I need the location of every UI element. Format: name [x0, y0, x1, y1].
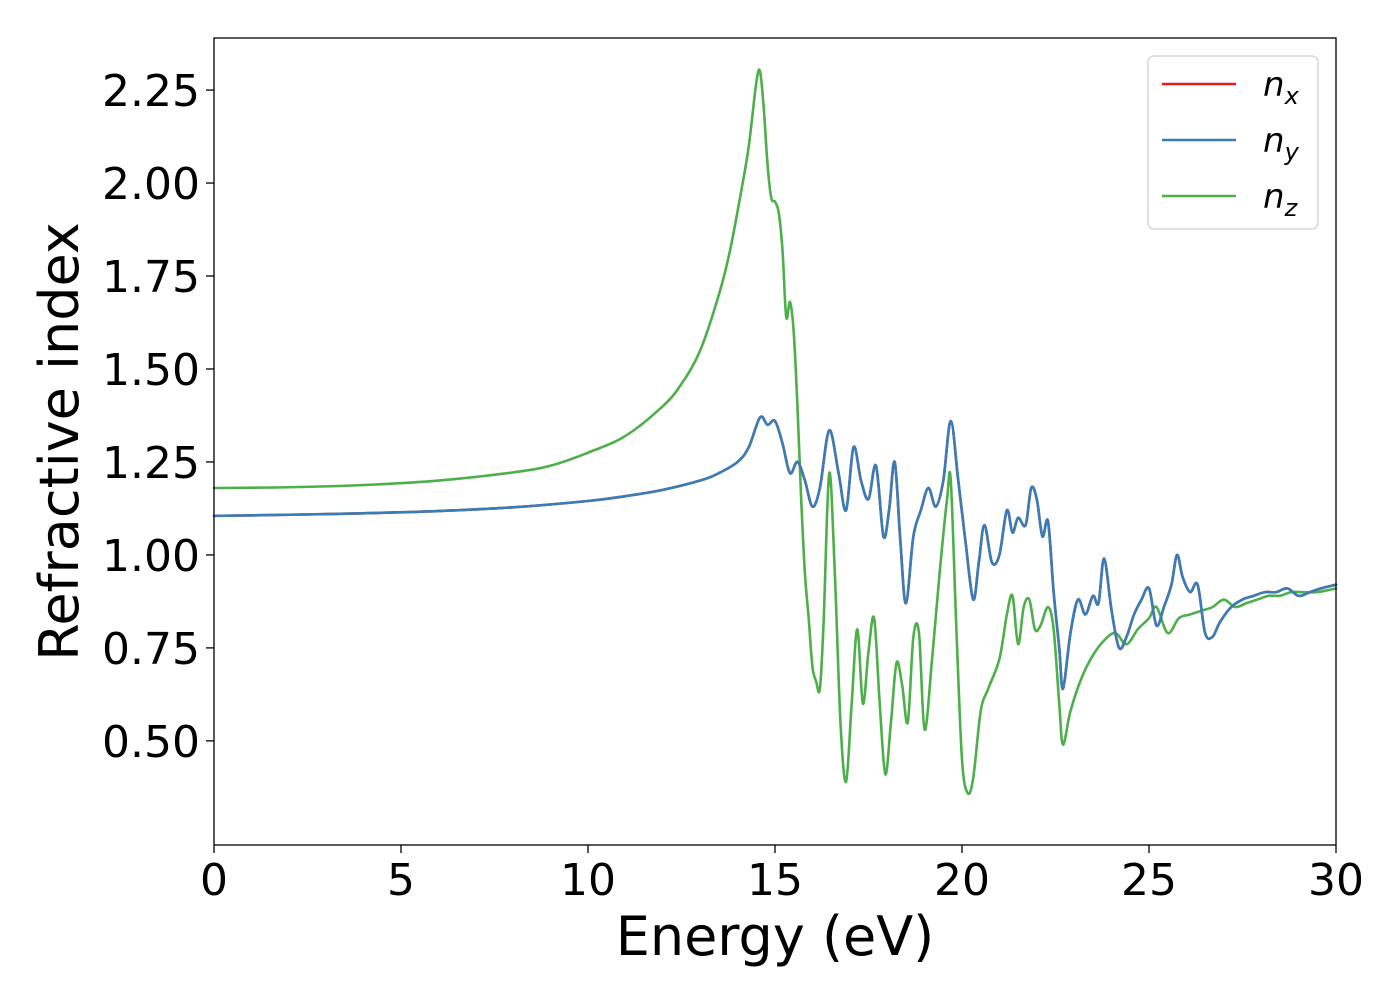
- y-tick-label: 2.00: [102, 159, 200, 210]
- ticks-layer: 0 5 10 15 20 25 30 0.50 0.75 1.00 1.25 1.50 1.75 2.00…: [102, 66, 1364, 906]
- legend-label-nx: nx: [1263, 65, 1300, 110]
- y-tick-label: 1.00: [102, 531, 200, 582]
- legend-label-ny: ny: [1263, 121, 1300, 166]
- x-tick-label: 30: [1308, 855, 1364, 906]
- series-layer: [212, 68, 1338, 796]
- series-line-nz: [212, 68, 1338, 796]
- y-tick-label: 0.75: [102, 624, 200, 675]
- x-tick-label: 5: [387, 855, 415, 906]
- x-axis-title: Energy (eV): [616, 905, 935, 968]
- y-tick-label: 1.25: [102, 438, 200, 489]
- x-tick-label: 20: [934, 855, 990, 906]
- y-tick-label: 1.50: [102, 345, 200, 396]
- y-tick-label: 2.25: [102, 66, 200, 117]
- plot-frame: [213, 37, 1337, 846]
- series-line-ny: [212, 415, 1338, 691]
- y-tick-label: 0.50: [102, 717, 200, 768]
- legend-box: [1147, 55, 1319, 230]
- series-line-nx: [212, 415, 1338, 691]
- legend: nx ny nz: [1147, 55, 1319, 230]
- legend-label-nz: nz: [1263, 177, 1299, 222]
- x-tick-label: 10: [560, 855, 616, 906]
- x-tick-label: 15: [747, 855, 803, 906]
- y-tick-label: 1.75: [102, 252, 200, 303]
- x-tick-label: 0: [200, 855, 228, 906]
- y-axis-title: Refractive index: [28, 222, 91, 661]
- x-tick-label: 25: [1121, 855, 1177, 906]
